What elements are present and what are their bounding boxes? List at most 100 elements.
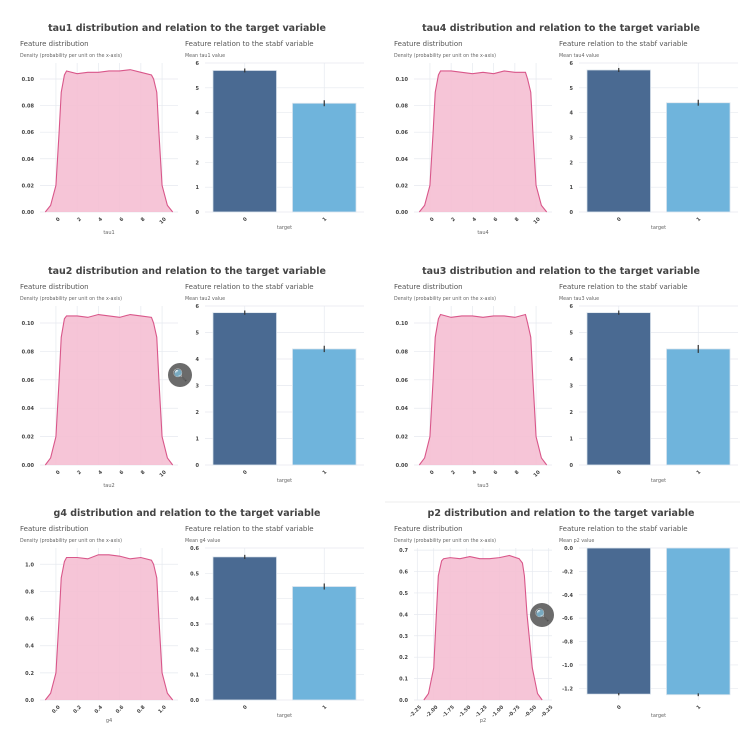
x-tick-label: 6	[119, 216, 126, 223]
x-tick-label: 2	[76, 216, 83, 223]
density-ylabel: Density (probability per unit on the x-a…	[20, 538, 122, 544]
x-tick-label: 0	[429, 469, 436, 476]
bar-target-1	[666, 102, 731, 213]
x-tick-label: 10	[533, 216, 543, 226]
bar-subtitle: Feature relation to the stabf variable	[559, 525, 688, 533]
chart-panel-tau4: tau4 distribution and relation to the ta…	[394, 23, 738, 236]
y-tick-label: 0.7	[399, 548, 408, 554]
y-tick-label: 0.1	[399, 677, 408, 683]
y-tick-label: 0.3	[399, 634, 408, 640]
y-tick-label: 0.4	[25, 644, 34, 650]
y-tick-label: 0	[196, 210, 200, 216]
y-tick-label: 0.6	[190, 546, 199, 552]
panel-title: p2 distribution and relation to the targ…	[428, 508, 695, 519]
density-area	[45, 554, 173, 700]
bar-subtitle: Feature relation to the stabf variable	[559, 283, 688, 291]
density-subtitle: Feature distribution	[20, 525, 89, 533]
zoom-in-icon: 🔍	[534, 608, 550, 622]
y-tick-label: 4	[570, 111, 574, 117]
y-tick-label: 4	[196, 357, 200, 363]
y-tick-label: 2	[570, 410, 574, 416]
x-tick-label: 1	[696, 216, 703, 223]
y-tick-label: 0.08	[22, 349, 35, 355]
y-tick-label: 0.02	[396, 435, 409, 441]
y-tick-label: 0.2	[190, 647, 199, 653]
y-tick-label: 0.08	[396, 104, 409, 110]
y-tick-label: -0.2	[562, 569, 573, 575]
panel-title: tau3 distribution and relation to the ta…	[422, 266, 700, 277]
y-tick-label: 0.02	[22, 183, 35, 189]
panel-title: tau1 distribution and relation to the ta…	[48, 23, 326, 34]
y-tick-label: 1.0	[25, 562, 34, 568]
density-subtitle: Feature distribution	[20, 40, 89, 48]
x-tick-label: 0	[616, 704, 623, 711]
y-tick-label: 0.10	[396, 77, 409, 83]
y-tick-label: 0.00	[396, 463, 409, 469]
x-tick-label: 1	[696, 704, 703, 711]
y-tick-label: 0.0	[564, 546, 573, 552]
bar-target-1	[292, 348, 357, 466]
y-tick-label: 0.10	[396, 321, 409, 327]
density-line	[418, 313, 548, 466]
y-tick-label: 0.0	[190, 698, 199, 704]
density-ylabel: Density (probability per unit on the x-a…	[20, 296, 122, 302]
x-tick-label: 1	[322, 216, 329, 223]
density-ylabel: Density (probability per unit on the x-a…	[394, 538, 496, 544]
density-xlabel: g4	[106, 718, 112, 724]
y-tick-label: 0.4	[399, 612, 408, 618]
density-area	[423, 555, 543, 700]
density-xlabel: tau4	[477, 230, 488, 236]
density-line	[423, 554, 543, 701]
bar-target-1	[666, 348, 731, 466]
x-tick-label: 0	[242, 704, 249, 711]
y-tick-label: 0.4	[190, 597, 199, 603]
x-tick-label: 0	[616, 469, 623, 476]
zoom-button[interactable]: 🔍	[530, 603, 554, 627]
x-tick-label: 4	[97, 216, 104, 223]
y-tick-label: 2	[196, 410, 200, 416]
bar-xlabel: target	[651, 478, 666, 484]
density-xlabel: tau3	[477, 483, 488, 489]
y-tick-label: 0.08	[22, 104, 35, 110]
y-tick-label: -0.8	[562, 640, 573, 646]
density-line	[44, 554, 174, 701]
y-tick-label: 0	[570, 210, 574, 216]
density-area	[45, 314, 173, 465]
x-tick-label: 1	[696, 469, 703, 476]
y-tick-label: 6	[196, 304, 200, 310]
y-tick-label: 1	[570, 437, 574, 443]
y-tick-label: 3	[196, 136, 200, 142]
bar-ylabel: Mean g4 value	[185, 538, 220, 544]
y-tick-label: -0.6	[562, 616, 573, 622]
panel-title: g4 distribution and relation to the targ…	[54, 508, 321, 519]
y-tick-label: 0.1	[190, 673, 199, 679]
y-tick-label: 0.02	[22, 435, 35, 441]
x-tick-label: -0.50	[524, 704, 539, 719]
y-tick-label: 1	[196, 185, 200, 191]
panel-title: tau2 distribution and relation to the ta…	[48, 266, 326, 277]
x-tick-label: 10	[159, 469, 169, 479]
x-tick-label: -1.00	[491, 704, 506, 719]
chart-panel-tau1: tau1 distribution and relation to the ta…	[20, 23, 364, 236]
y-tick-label: 0.10	[22, 77, 35, 83]
zoom-button[interactable]: 🔍	[168, 363, 192, 387]
x-tick-label: 2	[76, 469, 83, 476]
x-tick-label: 8	[140, 216, 147, 223]
bar-target-1	[666, 547, 731, 696]
y-tick-label: 0.6	[399, 570, 408, 576]
x-tick-label: 0	[616, 216, 623, 223]
y-tick-label: 0.2	[399, 655, 408, 661]
density-subtitle: Feature distribution	[394, 283, 463, 291]
x-tick-label: 0	[242, 216, 249, 223]
y-tick-label: 4	[196, 111, 200, 117]
bar-xlabel: target	[651, 713, 666, 719]
x-tick-label: 8	[514, 469, 521, 476]
x-tick-label: 4	[97, 469, 104, 476]
y-tick-label: 1	[570, 185, 574, 191]
y-tick-label: 0.04	[396, 406, 409, 412]
bar-subtitle: Feature relation to the stabf variable	[185, 525, 314, 533]
x-tick-label: 1	[322, 704, 329, 711]
density-line	[44, 313, 174, 466]
x-tick-label: 10	[533, 469, 543, 479]
